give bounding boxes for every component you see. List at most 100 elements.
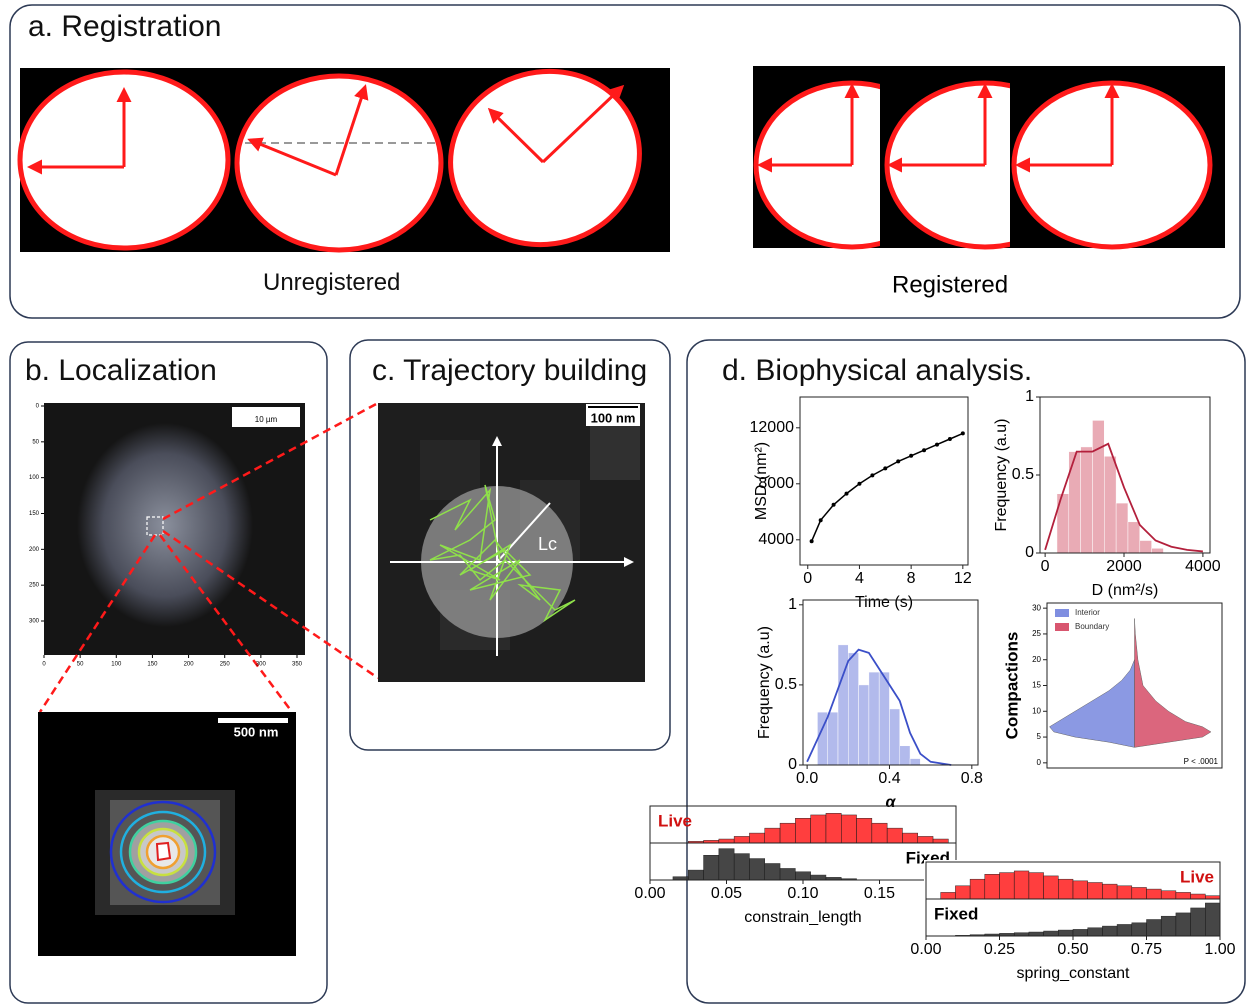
histogram-bar: [780, 868, 795, 880]
y-tick-label: 0: [1025, 544, 1034, 561]
zoom-image: [38, 712, 296, 956]
x-tick-label: 0: [1041, 558, 1050, 575]
x-axis-label: spring_constant: [1017, 965, 1131, 982]
image-tick-label: 250: [220, 662, 231, 668]
msd-point: [948, 437, 952, 441]
image-tick-label: 200: [184, 662, 195, 668]
histogram-bar: [1092, 420, 1104, 553]
image-tick-label: 300: [256, 662, 267, 668]
msd-point: [857, 482, 861, 486]
histogram-bar: [688, 870, 703, 880]
y-tick-label: 0.5: [1012, 466, 1034, 483]
histogram-bar: [765, 828, 780, 843]
x-tick-label: 0.15: [864, 885, 895, 902]
histogram-bar: [1081, 447, 1093, 553]
histogram-bar: [1191, 894, 1206, 899]
histogram-bar: [848, 653, 858, 765]
histogram-bar: [719, 839, 734, 843]
histogram-bar: [795, 872, 810, 880]
x-axis-label: Time (s): [855, 594, 913, 611]
histogram-bar: [1132, 923, 1147, 936]
histogram-bar: [1102, 884, 1117, 899]
caption: Registered: [892, 271, 1008, 298]
histogram-bar: [734, 836, 749, 843]
series-label: Live: [1180, 867, 1214, 886]
histogram-bar: [826, 813, 841, 843]
histogram-bar: [933, 839, 948, 843]
y-tick-label: 30: [1032, 603, 1041, 612]
x-tick-label: 0.00: [910, 941, 941, 958]
x-tick-label: 0.0: [796, 770, 818, 787]
x-axis-label: α: [886, 794, 897, 811]
histogram-bar: [1161, 891, 1176, 899]
histogram-bar: [1029, 873, 1044, 899]
image-tick-label: 100: [29, 475, 40, 481]
x-tick-label: 4: [855, 570, 864, 587]
histogram-bar: [765, 864, 780, 881]
image-tick-label: 200: [29, 547, 40, 553]
y-tick-label: 0.5: [775, 676, 797, 693]
histogram-bar: [1029, 932, 1044, 936]
y-tick-label: 4000: [758, 531, 794, 548]
panel-title: b. Localization: [25, 354, 217, 387]
image-tick-label: 150: [29, 511, 40, 517]
histogram-bar: [869, 672, 879, 765]
x-axis-label: D (nm²/s): [1092, 582, 1159, 599]
panel-title: a. Registration: [28, 10, 221, 43]
x-tick-label: 1.00: [1204, 941, 1235, 958]
scale-bar-label: 10 µm: [255, 415, 278, 424]
histogram-bar: [1117, 886, 1132, 899]
x-tick-label: 0.00: [634, 885, 665, 902]
histogram-bar: [719, 849, 734, 880]
image-tick-label: 0: [36, 404, 40, 410]
histogram-bar: [879, 672, 889, 765]
histogram-bar: [1176, 913, 1191, 936]
violin-half: [1135, 618, 1212, 747]
histogram-bar: [887, 828, 902, 843]
y-axis-label: Frequency (a.u): [756, 626, 773, 739]
figure: a. Registration b. Localization c. Traje…: [0, 0, 1252, 1005]
histogram-bar: [918, 836, 933, 843]
radius-label: Lc: [538, 534, 557, 554]
histogram-bar: [970, 879, 985, 899]
y-tick-label: 5: [1037, 732, 1042, 741]
histogram-bar: [1000, 873, 1015, 899]
image-tick-label: 50: [77, 662, 84, 668]
msd-point: [832, 503, 836, 507]
y-axis-label: Frequency (a.u): [993, 419, 1010, 532]
histogram-bar: [857, 818, 872, 843]
series-label: Fixed: [934, 904, 978, 923]
histogram-bar: [889, 709, 899, 765]
x-tick-label: 0.4: [878, 770, 900, 787]
x-tick-label: 12: [954, 570, 972, 587]
histogram-bar: [941, 892, 956, 899]
scale-bar-label: 100 nm: [591, 410, 636, 425]
msd-point: [896, 459, 900, 463]
image-tick-label: 0: [42, 662, 46, 668]
image-tick-label: 100: [111, 662, 122, 668]
histogram-bar: [1140, 541, 1152, 553]
histogram-bar: [811, 815, 826, 843]
x-tick-label: 0.50: [1057, 941, 1088, 958]
legend-swatch: [1055, 609, 1069, 617]
x-tick-label: 0.75: [1131, 941, 1162, 958]
legend-label: Boundary: [1075, 622, 1109, 631]
y-tick-label: 1: [788, 596, 797, 613]
histogram-bar: [1058, 930, 1073, 936]
y-tick-label: 12000: [750, 419, 795, 436]
x-tick-label: 0.10: [787, 885, 818, 902]
histogram-bar: [780, 823, 795, 843]
plot-frame: [800, 397, 968, 565]
msd-point: [810, 539, 814, 543]
histogram-bar: [749, 833, 764, 843]
histogram-bar: [1088, 883, 1103, 900]
y-tick-label: 10: [1032, 706, 1041, 715]
histogram-bar: [1088, 928, 1103, 936]
histogram-bar: [1205, 903, 1220, 936]
image-tick-label: 150: [147, 662, 158, 668]
y-tick-label: 15: [1032, 681, 1041, 690]
histogram-bar: [900, 746, 910, 765]
y-axis-label: MSD (nm²): [753, 442, 770, 520]
legend-label: Interior: [1075, 608, 1100, 617]
histogram-bar: [910, 759, 920, 765]
